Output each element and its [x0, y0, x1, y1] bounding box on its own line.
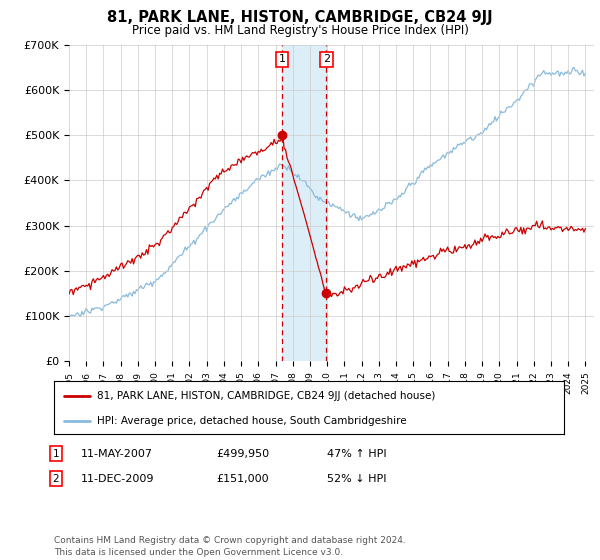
- Text: 52% ↓ HPI: 52% ↓ HPI: [327, 474, 386, 484]
- Text: 47% ↑ HPI: 47% ↑ HPI: [327, 449, 386, 459]
- Text: £499,950: £499,950: [216, 449, 269, 459]
- Text: 11-MAY-2007: 11-MAY-2007: [81, 449, 153, 459]
- Text: HPI: Average price, detached house, South Cambridgeshire: HPI: Average price, detached house, Sout…: [97, 416, 407, 426]
- Text: 81, PARK LANE, HISTON, CAMBRIDGE, CB24 9JJ (detached house): 81, PARK LANE, HISTON, CAMBRIDGE, CB24 9…: [97, 391, 436, 401]
- Text: Contains HM Land Registry data © Crown copyright and database right 2024.
This d: Contains HM Land Registry data © Crown c…: [54, 536, 406, 557]
- Text: 2: 2: [52, 474, 59, 484]
- Text: Price paid vs. HM Land Registry's House Price Index (HPI): Price paid vs. HM Land Registry's House …: [131, 24, 469, 37]
- Text: 81, PARK LANE, HISTON, CAMBRIDGE, CB24 9JJ: 81, PARK LANE, HISTON, CAMBRIDGE, CB24 9…: [107, 10, 493, 25]
- Text: 11-DEC-2009: 11-DEC-2009: [81, 474, 155, 484]
- Text: £151,000: £151,000: [216, 474, 269, 484]
- Text: 1: 1: [278, 54, 286, 64]
- Bar: [282, 45, 326, 361]
- Text: 1: 1: [52, 449, 59, 459]
- Text: 2: 2: [323, 54, 330, 64]
